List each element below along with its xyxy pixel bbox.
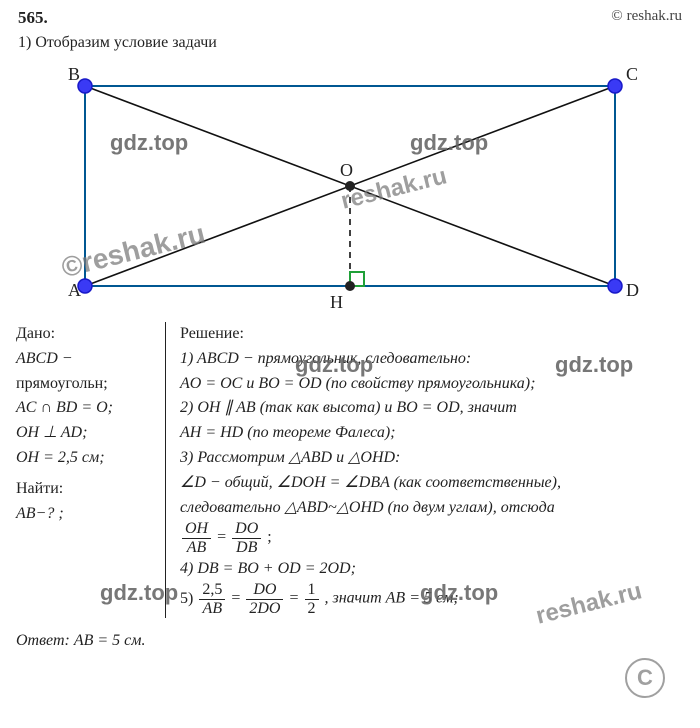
solution-line: 3) Рассмотрим △ABD и △OHD: [180,446,684,471]
given-line: ABCD − [16,347,155,372]
site-brand: © reshak.ru [611,8,682,25]
answer-line: Ответ: AB = 5 см. [0,618,700,650]
solution-line: ∠D − общий, ∠DOH = ∠DBA (как соответстве… [180,471,684,496]
problem-number: 565. [18,8,48,28]
svg-text:B: B [68,64,80,84]
step-1-text: 1) Отобразим условие задачи [0,28,700,56]
given-title: Дано: [16,322,155,347]
svg-text:A: A [68,280,81,300]
svg-text:H: H [330,292,343,312]
svg-text:C: C [626,64,638,84]
given-line: OH = 2,5 см; [16,446,155,471]
site-brand-text: reshak.ru [627,8,682,25]
copyright-circle-icon: C [625,658,665,698]
header-row: 565. © reshak.ru [0,0,700,28]
solution-fraction-line: 5) 2,5AB = DO2DO = 12 , значит AB = 5 см… [180,581,684,617]
given-column: Дано: ABCD − прямоугольн; AC ∩ BD = O; O… [16,322,166,618]
given-line: OH ⊥ AD; [16,421,155,446]
geometry-diagram: A B C D O H [0,56,700,318]
svg-text:O: O [340,160,353,180]
solution-line: 4) DB = BO + OD = 2OD; [180,557,684,582]
find-line: AB−? ; [16,502,155,527]
solution-line: AO = OC и BO = OD (по свойству прямоугол… [180,372,684,397]
svg-text:D: D [626,280,639,300]
solution-column: Решение: 1) ABCD − прямоугольник, следов… [166,322,684,618]
solution-line: AH = HD (по теореме Фалеса); [180,421,684,446]
copyright-icon: © [611,8,622,25]
solution-title: Решение: [180,322,684,347]
solution-body: Дано: ABCD − прямоугольн; AC ∩ BD = O; O… [0,318,700,618]
given-line: прямоугольн; [16,372,155,397]
solution-line: 1) ABCD − прямоугольник, следовательно: [180,347,684,372]
find-title: Найти: [16,477,155,502]
given-line: AC ∩ BD = O; [16,396,155,421]
solution-line: 2) OH ∥ AB (так как высота) и BO = OD, з… [180,396,684,421]
solution-line: следовательно △ABD~△OHD (по двум углам),… [180,496,684,521]
solution-fraction-line: OHAB = DODB ; [180,520,684,556]
